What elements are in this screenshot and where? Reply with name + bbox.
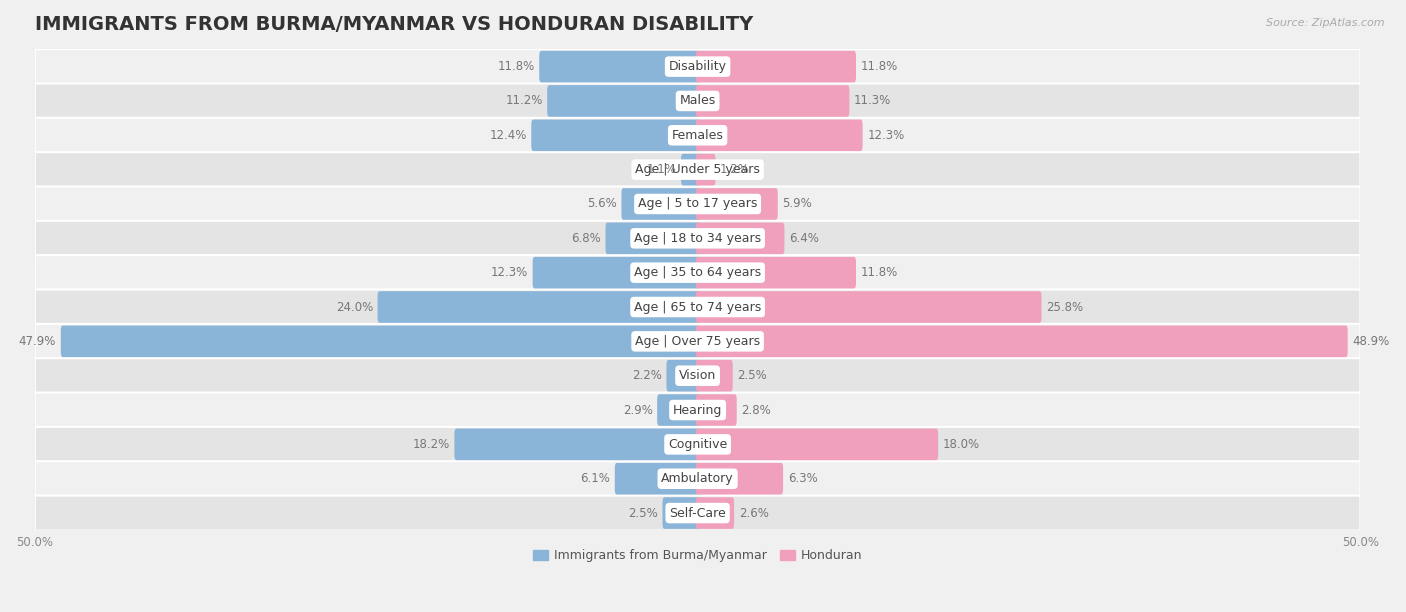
Text: Males: Males <box>679 94 716 108</box>
FancyBboxPatch shape <box>696 257 856 288</box>
FancyBboxPatch shape <box>681 154 700 185</box>
FancyBboxPatch shape <box>666 360 700 392</box>
FancyBboxPatch shape <box>696 326 1348 357</box>
FancyBboxPatch shape <box>454 428 700 460</box>
FancyBboxPatch shape <box>35 324 1361 359</box>
Text: Age | 18 to 34 years: Age | 18 to 34 years <box>634 232 761 245</box>
Text: 2.6%: 2.6% <box>738 507 769 520</box>
FancyBboxPatch shape <box>35 392 1361 428</box>
Text: 47.9%: 47.9% <box>18 335 56 348</box>
FancyBboxPatch shape <box>35 83 1361 119</box>
Text: 1.2%: 1.2% <box>720 163 749 176</box>
FancyBboxPatch shape <box>35 152 1361 187</box>
Text: 2.2%: 2.2% <box>631 369 662 382</box>
Text: 6.1%: 6.1% <box>581 472 610 485</box>
Text: Vision: Vision <box>679 369 716 382</box>
FancyBboxPatch shape <box>378 291 700 323</box>
FancyBboxPatch shape <box>621 188 700 220</box>
Text: 1.1%: 1.1% <box>647 163 676 176</box>
Text: 24.0%: 24.0% <box>336 300 373 313</box>
Text: 12.3%: 12.3% <box>868 129 904 142</box>
Text: 12.4%: 12.4% <box>489 129 527 142</box>
Text: 11.8%: 11.8% <box>498 60 534 73</box>
Text: 2.5%: 2.5% <box>628 507 658 520</box>
FancyBboxPatch shape <box>60 326 700 357</box>
FancyBboxPatch shape <box>35 255 1361 290</box>
FancyBboxPatch shape <box>606 223 700 254</box>
FancyBboxPatch shape <box>531 119 700 151</box>
Text: Source: ZipAtlas.com: Source: ZipAtlas.com <box>1267 18 1385 28</box>
Text: 11.2%: 11.2% <box>505 94 543 108</box>
FancyBboxPatch shape <box>35 496 1361 531</box>
FancyBboxPatch shape <box>696 463 783 494</box>
FancyBboxPatch shape <box>35 358 1361 394</box>
FancyBboxPatch shape <box>662 498 700 529</box>
Text: Disability: Disability <box>669 60 727 73</box>
FancyBboxPatch shape <box>35 289 1361 324</box>
Text: 6.3%: 6.3% <box>787 472 817 485</box>
FancyBboxPatch shape <box>696 394 737 426</box>
Text: Cognitive: Cognitive <box>668 438 727 451</box>
FancyBboxPatch shape <box>696 223 785 254</box>
FancyBboxPatch shape <box>696 360 733 392</box>
FancyBboxPatch shape <box>35 187 1361 222</box>
Text: 25.8%: 25.8% <box>1046 300 1083 313</box>
FancyBboxPatch shape <box>696 85 849 117</box>
Text: Self-Care: Self-Care <box>669 507 725 520</box>
Text: 18.0%: 18.0% <box>943 438 980 451</box>
FancyBboxPatch shape <box>696 188 778 220</box>
Text: 11.3%: 11.3% <box>853 94 891 108</box>
FancyBboxPatch shape <box>696 119 863 151</box>
FancyBboxPatch shape <box>35 49 1361 84</box>
Text: 2.8%: 2.8% <box>741 403 770 417</box>
FancyBboxPatch shape <box>696 291 1042 323</box>
FancyBboxPatch shape <box>696 154 716 185</box>
Text: Ambulatory: Ambulatory <box>661 472 734 485</box>
FancyBboxPatch shape <box>533 257 700 288</box>
FancyBboxPatch shape <box>547 85 700 117</box>
FancyBboxPatch shape <box>614 463 700 494</box>
Text: 5.9%: 5.9% <box>782 198 813 211</box>
FancyBboxPatch shape <box>540 51 700 83</box>
Text: Age | 65 to 74 years: Age | 65 to 74 years <box>634 300 761 313</box>
Legend: Immigrants from Burma/Myanmar, Honduran: Immigrants from Burma/Myanmar, Honduran <box>527 544 868 567</box>
FancyBboxPatch shape <box>35 118 1361 153</box>
Text: 2.5%: 2.5% <box>737 369 768 382</box>
FancyBboxPatch shape <box>657 394 700 426</box>
Text: Age | Under 5 years: Age | Under 5 years <box>636 163 761 176</box>
Text: 18.2%: 18.2% <box>412 438 450 451</box>
Text: Females: Females <box>672 129 724 142</box>
Text: Hearing: Hearing <box>673 403 723 417</box>
Text: Age | 35 to 64 years: Age | 35 to 64 years <box>634 266 761 279</box>
Text: 12.3%: 12.3% <box>491 266 529 279</box>
FancyBboxPatch shape <box>696 51 856 83</box>
Text: 5.6%: 5.6% <box>588 198 617 211</box>
Text: 11.8%: 11.8% <box>860 60 898 73</box>
Text: 6.8%: 6.8% <box>571 232 600 245</box>
Text: 48.9%: 48.9% <box>1353 335 1389 348</box>
Text: 2.9%: 2.9% <box>623 403 652 417</box>
Text: IMMIGRANTS FROM BURMA/MYANMAR VS HONDURAN DISABILITY: IMMIGRANTS FROM BURMA/MYANMAR VS HONDURA… <box>35 15 754 34</box>
FancyBboxPatch shape <box>696 498 734 529</box>
Text: 6.4%: 6.4% <box>789 232 818 245</box>
FancyBboxPatch shape <box>696 428 938 460</box>
Text: Age | 5 to 17 years: Age | 5 to 17 years <box>638 198 758 211</box>
FancyBboxPatch shape <box>35 461 1361 496</box>
FancyBboxPatch shape <box>35 221 1361 256</box>
FancyBboxPatch shape <box>35 427 1361 462</box>
Text: 11.8%: 11.8% <box>860 266 898 279</box>
Text: Age | Over 75 years: Age | Over 75 years <box>636 335 761 348</box>
